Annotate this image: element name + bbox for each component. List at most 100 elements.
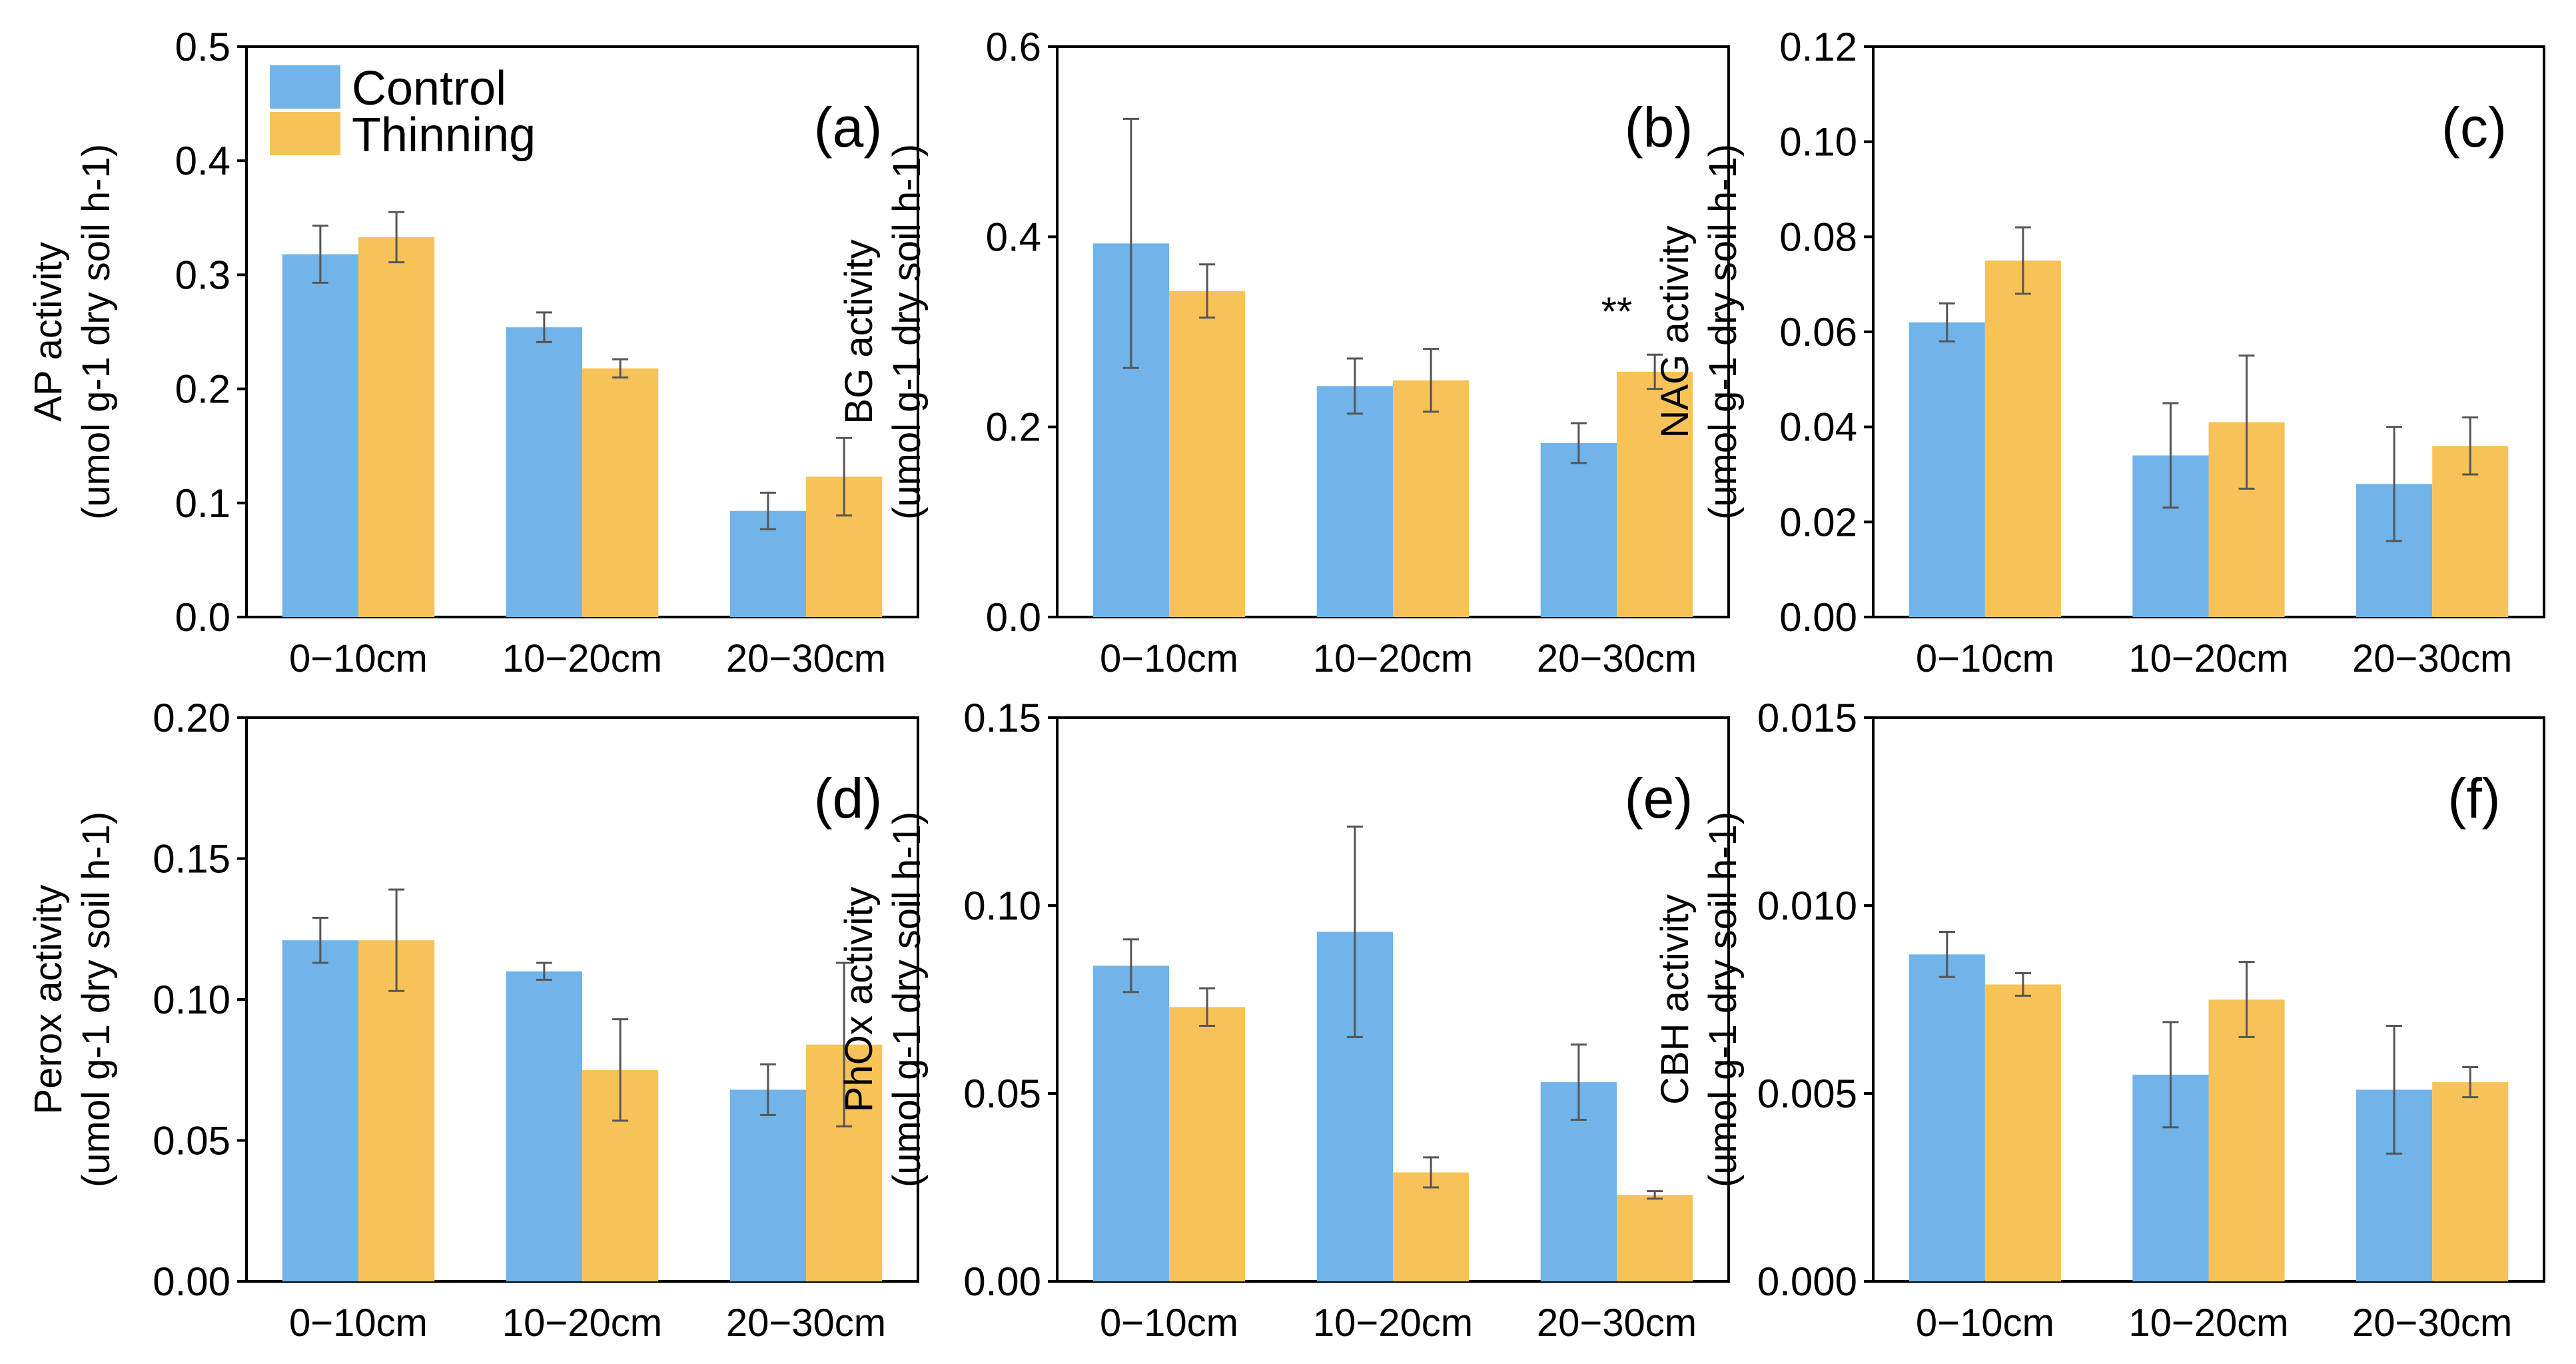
x-tick-label: 20−30cm xyxy=(2352,1301,2512,1345)
y-tick-label: 0.005 xyxy=(1757,1071,1857,1116)
thinning-bar xyxy=(358,237,435,617)
y-axis-title: BG activity xyxy=(837,239,881,424)
y-axis-title: PhOx activity xyxy=(837,887,881,1112)
thinning-bar xyxy=(582,368,659,617)
y-axis-unit: (umol g-1 dry soil h-1) xyxy=(1701,812,1745,1187)
thinning-bar xyxy=(358,940,435,1281)
y-axis-unit: (umol g-1 dry soil h-1) xyxy=(75,812,118,1187)
y-axis-title: CBH activity xyxy=(1653,894,1697,1105)
legend-thinning-label: Thinning xyxy=(352,109,536,162)
thinning-bar xyxy=(1984,984,2061,1281)
y-tick-label: 0.3 xyxy=(175,253,230,297)
thinning-bar xyxy=(1393,1172,1470,1281)
y-tick-label: 0.20 xyxy=(153,696,230,740)
y-axis-title: NAG activity xyxy=(1653,225,1697,438)
panel-label: (f) xyxy=(2447,767,2500,830)
y-tick-label: 0.00 xyxy=(963,1259,1041,1304)
y-tick-label: 0.0 xyxy=(175,595,230,640)
control-bar xyxy=(282,940,358,1281)
y-tick-label: 0.08 xyxy=(1779,215,1857,259)
y-tick-label: 0.00 xyxy=(153,1259,230,1304)
y-tick-label: 0.2 xyxy=(986,405,1041,450)
x-tick-label: 10−20cm xyxy=(502,1301,662,1345)
panel-label: (b) xyxy=(1625,96,1693,159)
y-tick-label: 0.10 xyxy=(963,884,1041,928)
y-tick-label: 0.04 xyxy=(1779,405,1857,450)
thinning-bar xyxy=(1984,261,2061,617)
x-tick-label: 0−10cm xyxy=(1100,1301,1238,1345)
x-tick-label: 20−30cm xyxy=(726,637,886,680)
x-tick-label: 20−30cm xyxy=(1537,1301,1697,1345)
panel-1: 0.0 0.1 0.2 0.3 0.4 0.5 AP activity (umol g-1 d… xyxy=(27,25,919,680)
y-tick-label: 0.1 xyxy=(175,481,230,526)
y-tick-label: 0.000 xyxy=(1757,1259,1857,1304)
y-axis-unit: (umol g-1 dry soil h-1) xyxy=(885,812,929,1187)
thinning-bar xyxy=(1169,1007,1246,1281)
panel-4: 0.00 0.05 0.10 0.15 0.20 Perox activity (umol … xyxy=(27,696,919,1345)
y-tick-label: 0.05 xyxy=(963,1071,1041,1116)
y-tick-label: 0.6 xyxy=(986,25,1041,69)
thinning-bar xyxy=(2208,1000,2285,1281)
thinning-bar xyxy=(2432,1082,2509,1281)
y-tick-label: 0.06 xyxy=(1779,310,1857,354)
x-tick-label: 20−30cm xyxy=(1537,637,1697,680)
control-bar xyxy=(1909,322,1985,617)
y-tick-label: 0.0 xyxy=(986,595,1041,640)
y-axis-title: Perox activity xyxy=(27,885,70,1115)
thinning-bar xyxy=(1393,380,1470,617)
y-axis-unit: (umol g-1 dry soil h-1) xyxy=(1701,144,1745,520)
thinning-bar xyxy=(1169,291,1246,617)
panel-5: 0.00 0.05 0.10 0.15 PhOx activity (umol g-1 d… xyxy=(837,696,1730,1345)
y-axis-title: AP activity xyxy=(27,242,70,422)
control-bar xyxy=(1316,386,1393,617)
control-bar xyxy=(729,1089,806,1281)
y-tick-label: 0.4 xyxy=(175,139,230,183)
control-bar xyxy=(1909,954,1985,1281)
x-tick-label: 10−20cm xyxy=(1313,637,1473,680)
x-tick-label: 10−20cm xyxy=(502,637,662,680)
y-tick-label: 0.10 xyxy=(1779,120,1857,165)
x-tick-label: 0−10cm xyxy=(289,1301,428,1345)
panel-label: (c) xyxy=(2441,96,2507,159)
panel-label: (d) xyxy=(814,767,883,830)
y-tick-label: 0.010 xyxy=(1757,884,1857,928)
legend-thinning-swatch xyxy=(270,112,340,155)
panel-label: (a) xyxy=(814,96,883,159)
x-tick-label: 20−30cm xyxy=(726,1301,886,1345)
control-bar xyxy=(282,254,358,618)
y-tick-label: 0.10 xyxy=(153,978,230,1022)
y-tick-label: 0.2 xyxy=(175,367,230,412)
y-axis-unit: (umol g-1 dry soil h-1) xyxy=(885,144,929,520)
control-bar xyxy=(506,971,582,1281)
y-tick-label: 0.05 xyxy=(153,1119,230,1163)
y-tick-label: 0.015 xyxy=(1757,696,1857,740)
y-tick-label: 0.00 xyxy=(1779,595,1857,640)
panel-3: 0.00 0.02 0.04 0.06 0.08 0.10 0.12 NAG activity… xyxy=(1653,25,2545,680)
y-tick-label: 0.4 xyxy=(986,215,1041,259)
x-tick-label: 0−10cm xyxy=(1916,637,2054,680)
panel-label: (e) xyxy=(1625,767,1693,830)
panel-6: 0.000 0.005 0.010 0.015 CBH activity (umol g-… xyxy=(1653,696,2545,1345)
x-tick-label: 20−30cm xyxy=(2352,637,2512,680)
thinning-bar xyxy=(1617,371,1693,617)
y-tick-label: 0.5 xyxy=(175,25,230,69)
x-tick-label: 0−10cm xyxy=(1916,1301,2054,1345)
x-tick-label: 10−20cm xyxy=(2128,1301,2288,1345)
x-tick-label: 10−20cm xyxy=(1313,1301,1473,1345)
x-tick-label: 0−10cm xyxy=(289,637,428,680)
legend: Control Thinning xyxy=(270,62,536,162)
y-tick-label: 0.15 xyxy=(963,696,1041,740)
y-axis-unit: (umol g-1 dry soil h-1) xyxy=(75,144,118,520)
thinning-bar xyxy=(1617,1195,1693,1281)
control-bar xyxy=(1092,966,1169,1281)
y-tick-label: 0.12 xyxy=(1779,25,1857,69)
legend-control-swatch xyxy=(270,65,340,109)
control-bar xyxy=(506,327,582,617)
legend-control-label: Control xyxy=(352,62,506,115)
significance-marker: ** xyxy=(1601,289,1633,334)
panel-2: 0.0 0.2 0.4 0.6 BG activity (umol g-1 dry soi… xyxy=(837,25,1730,680)
control-bar xyxy=(1540,442,1617,617)
y-tick-label: 0.15 xyxy=(153,837,230,882)
x-tick-label: 0−10cm xyxy=(1100,637,1238,680)
